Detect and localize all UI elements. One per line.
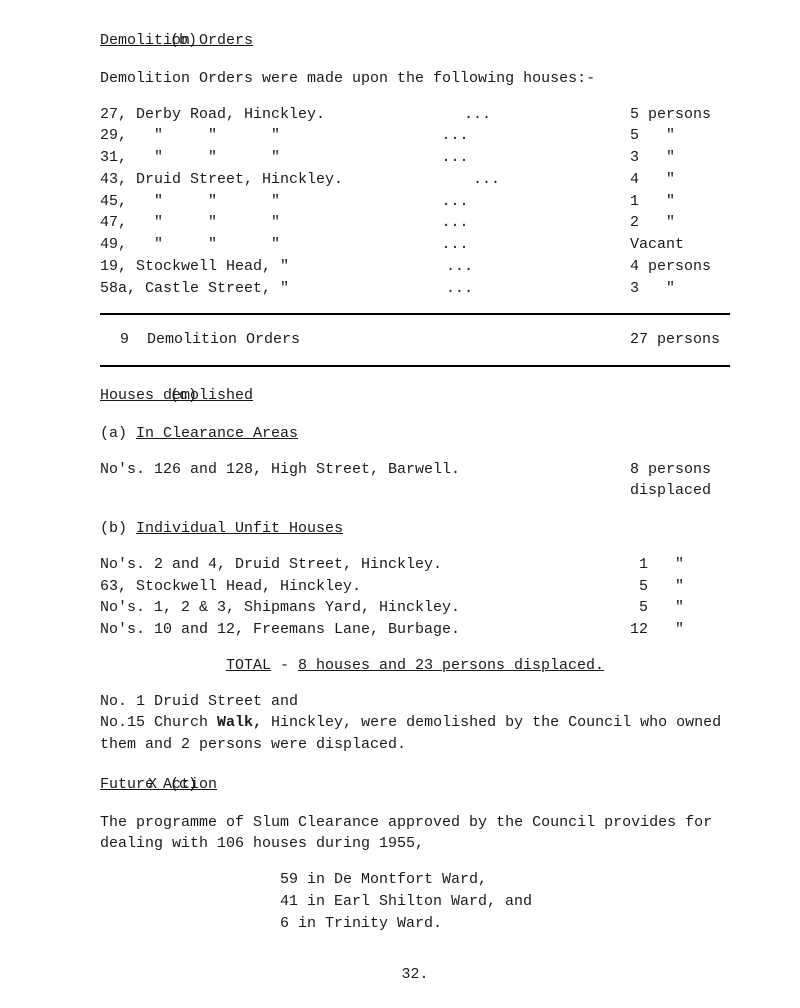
demolition-list: 27, Derby Road, Hinckley....5 persons 29… xyxy=(100,104,730,300)
note-paragraph: No. 1 Druid Street and No.15 Church Walk… xyxy=(100,691,730,756)
future-action-para: The programme of Slum Clearance approved… xyxy=(100,812,730,856)
unfit-list: No's. 2 and 4, Druid Street, Hinckley. 1… xyxy=(100,554,730,641)
sub-a-heading: (a) In Clearance Areas xyxy=(100,423,730,445)
x-mark: X xyxy=(148,774,157,796)
page-number: 32. xyxy=(100,964,730,986)
divider xyxy=(100,313,730,315)
clearance-row: No's. 126 and 128, High Street, Barwell.… xyxy=(100,459,730,481)
ward-lines: 59 in De Montfort Ward, 41 in Earl Shilt… xyxy=(280,869,730,934)
section-b-label: (b) xyxy=(170,30,197,52)
divider xyxy=(100,365,730,367)
section-c-label: (c) xyxy=(170,385,197,407)
demolition-summary: 9 Demolition Orders 27 persons xyxy=(100,329,730,351)
section-c2-label: (c) xyxy=(170,774,197,796)
clearance-row-2: displaced xyxy=(100,480,730,502)
section-b-intro: Demolition Orders were made upon the fol… xyxy=(100,68,730,90)
sub-b-heading: (b) Individual Unfit Houses xyxy=(100,518,730,540)
total-line: TOTAL - 8 houses and 23 persons displace… xyxy=(100,655,730,677)
